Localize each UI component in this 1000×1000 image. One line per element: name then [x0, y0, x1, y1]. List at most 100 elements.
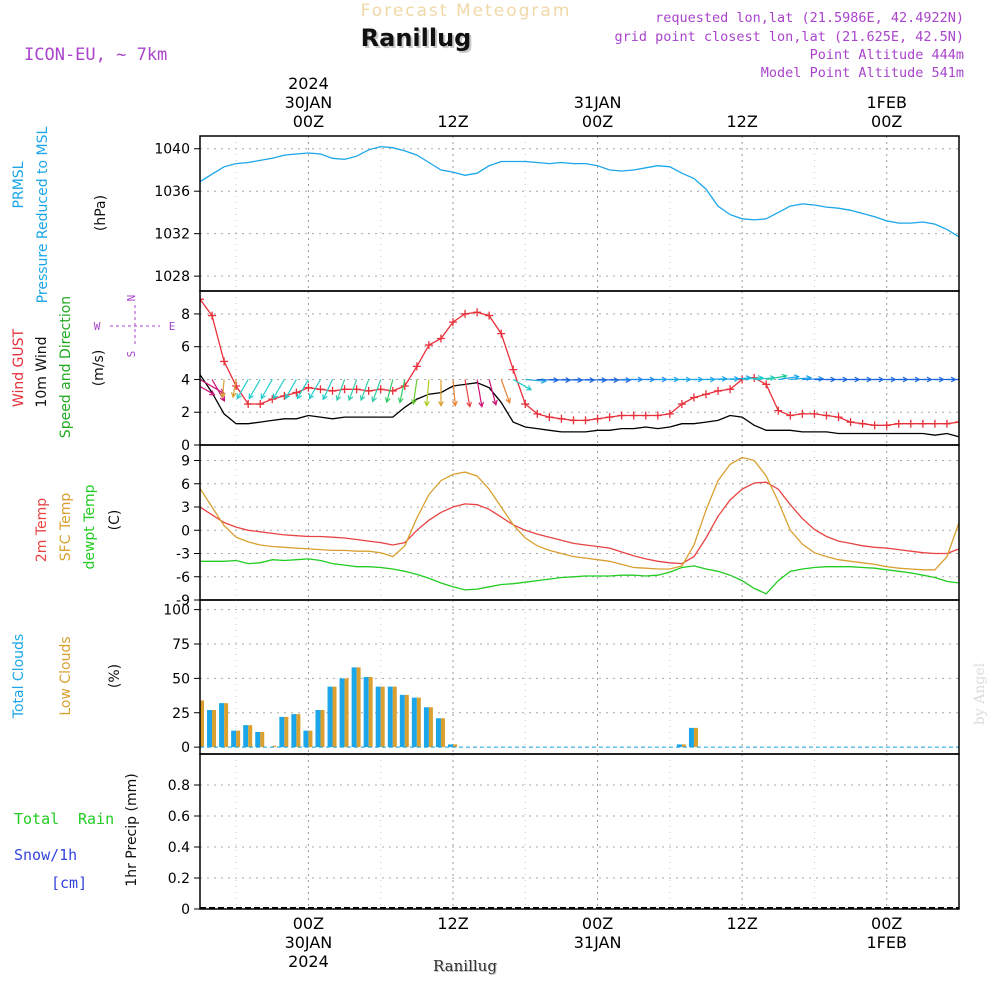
wind-direction-arrow	[488, 379, 498, 407]
series-clouds	[200, 667, 999, 748]
bar-total-clouds	[435, 718, 441, 748]
gust-marker	[244, 400, 253, 409]
ytick-label-temperature: -3	[176, 547, 190, 563]
bar-low-clouds	[681, 744, 686, 748]
gust-marker	[774, 406, 783, 415]
direction-label: Speed and Direction	[58, 296, 74, 438]
ytick-label-temperature: 0	[181, 523, 190, 539]
ytick-label-temperature: 6	[181, 477, 190, 493]
gust-label: Wind GUST	[11, 328, 27, 407]
bar-low-clouds	[416, 697, 421, 748]
gust-marker	[581, 416, 590, 425]
gust-marker	[436, 334, 445, 343]
gust-marker	[473, 308, 482, 317]
bar-low-clouds	[440, 718, 445, 748]
wind-unit: (m/s)	[91, 350, 107, 387]
gust-marker	[653, 411, 662, 420]
wind-direction-arrow	[971, 377, 992, 382]
bar-total-clouds	[243, 725, 249, 748]
gust-marker	[268, 395, 277, 404]
line-wind-gust	[200, 298, 959, 426]
gust-marker	[726, 385, 735, 394]
bar-low-clouds	[308, 730, 313, 748]
footer-station-shadow: Ranillug	[434, 958, 498, 976]
bottom-time-label: 2024	[288, 952, 329, 971]
panel-frame-clouds	[199, 599, 960, 755]
bottom-time-label: 00Z	[582, 914, 613, 933]
gust-marker	[376, 385, 385, 394]
top-time-label: 31JAN	[574, 93, 622, 112]
wind-direction-arrow	[200, 385, 216, 396]
top-time-label: 2024	[288, 74, 329, 93]
ytick-label-wind: 0	[181, 438, 190, 454]
line-10m-wind	[200, 373, 959, 438]
gust-marker	[232, 382, 241, 391]
bar-low-clouds	[260, 732, 265, 748]
series-pressure	[200, 145, 959, 238]
gust-marker	[798, 409, 807, 418]
wind-direction-arrow	[230, 379, 237, 399]
bar-low-clouds	[404, 694, 409, 748]
bar-total-clouds	[423, 707, 429, 748]
panel-wind: 0 2 4 6 8	[181, 290, 992, 454]
gust-marker	[942, 419, 951, 428]
bar-low-clouds	[296, 714, 301, 748]
ytick-label-clouds: 25	[172, 706, 190, 722]
wind-direction-arrow	[335, 379, 346, 402]
bar-total-clouds	[411, 697, 417, 748]
ytick-label-pressure: 1040	[154, 142, 190, 158]
wind-label: 10m Wind	[34, 336, 50, 407]
temp-ylabels: 2m Temp SFC Temp dewpt Temp (C)	[34, 484, 123, 569]
ytick-label-precip: 0.2	[168, 871, 190, 887]
gust-marker	[617, 411, 626, 420]
compass-north: N	[125, 295, 138, 302]
panel-pressure: 1028 1032 1036 1040	[154, 135, 960, 292]
bar-low-clouds	[995, 746, 999, 747]
gust-marker	[364, 386, 373, 395]
bar-low-clouds	[344, 678, 349, 748]
ytick-label-pressure: 1028	[154, 269, 190, 285]
bar-total-clouds	[375, 686, 381, 748]
panel-clouds: 0 25 50 75 100	[163, 599, 999, 756]
wind-direction-arrow	[438, 379, 444, 407]
bar-total-clouds	[255, 732, 261, 748]
bottom-time-axis: 00Z30JAN202412Z00Z31JAN12Z00Z1FEB12Z	[285, 914, 907, 971]
gust-marker	[569, 416, 578, 425]
sfc-temp-label: SFC Temp	[58, 493, 74, 562]
gust-marker	[629, 411, 638, 420]
panel-precip: 0 0.2 0.4 0.6 0.8	[168, 753, 960, 918]
bar-low-clouds	[284, 716, 289, 748]
banner-title: Forecast Meteogram	[361, 1, 572, 21]
wind-direction-arrow	[296, 379, 309, 400]
gust-marker	[292, 388, 301, 397]
bar-total-clouds	[231, 730, 237, 748]
wind-direction-arrow	[500, 379, 511, 404]
top-time-label: 00Z	[871, 112, 902, 131]
precip-legend-total: Total	[14, 810, 59, 828]
panel-frame-pressure	[199, 135, 960, 292]
line-prmsl	[200, 145, 959, 238]
plot-area: 102810321036104002468-9-6-30369025507510…	[154, 74, 999, 971]
gust-marker	[200, 295, 204, 304]
pressure-ylabels: PRMSL Pressure Reduced to MSL (hPa)	[11, 126, 109, 303]
bar-total-clouds	[207, 710, 213, 748]
ytick-label-clouds: 50	[172, 671, 190, 687]
compass-west: W	[94, 320, 101, 333]
dewpt-label: dewpt Temp	[82, 484, 98, 569]
bottom-time-label: 00Z	[871, 914, 902, 933]
wind-direction-arrow	[322, 379, 334, 401]
bar-total-clouds	[303, 730, 309, 748]
wind-direction-arrow	[452, 379, 458, 407]
bar-total-clouds	[219, 703, 225, 748]
gust-marker	[677, 400, 686, 409]
bar-low-clouds	[236, 730, 241, 748]
bar-total-clouds	[448, 744, 453, 748]
bar-low-clouds	[272, 745, 277, 748]
wind-direction-arrow	[802, 375, 825, 382]
station-title: Ranillug	[361, 24, 472, 52]
requested-coords: requested lon,lat (21.5986E, 42.4922N)	[655, 10, 964, 26]
model-name: ICON-EU, ~ 7km	[24, 45, 167, 65]
station-title-shadow: Ranillug	[363, 26, 474, 54]
